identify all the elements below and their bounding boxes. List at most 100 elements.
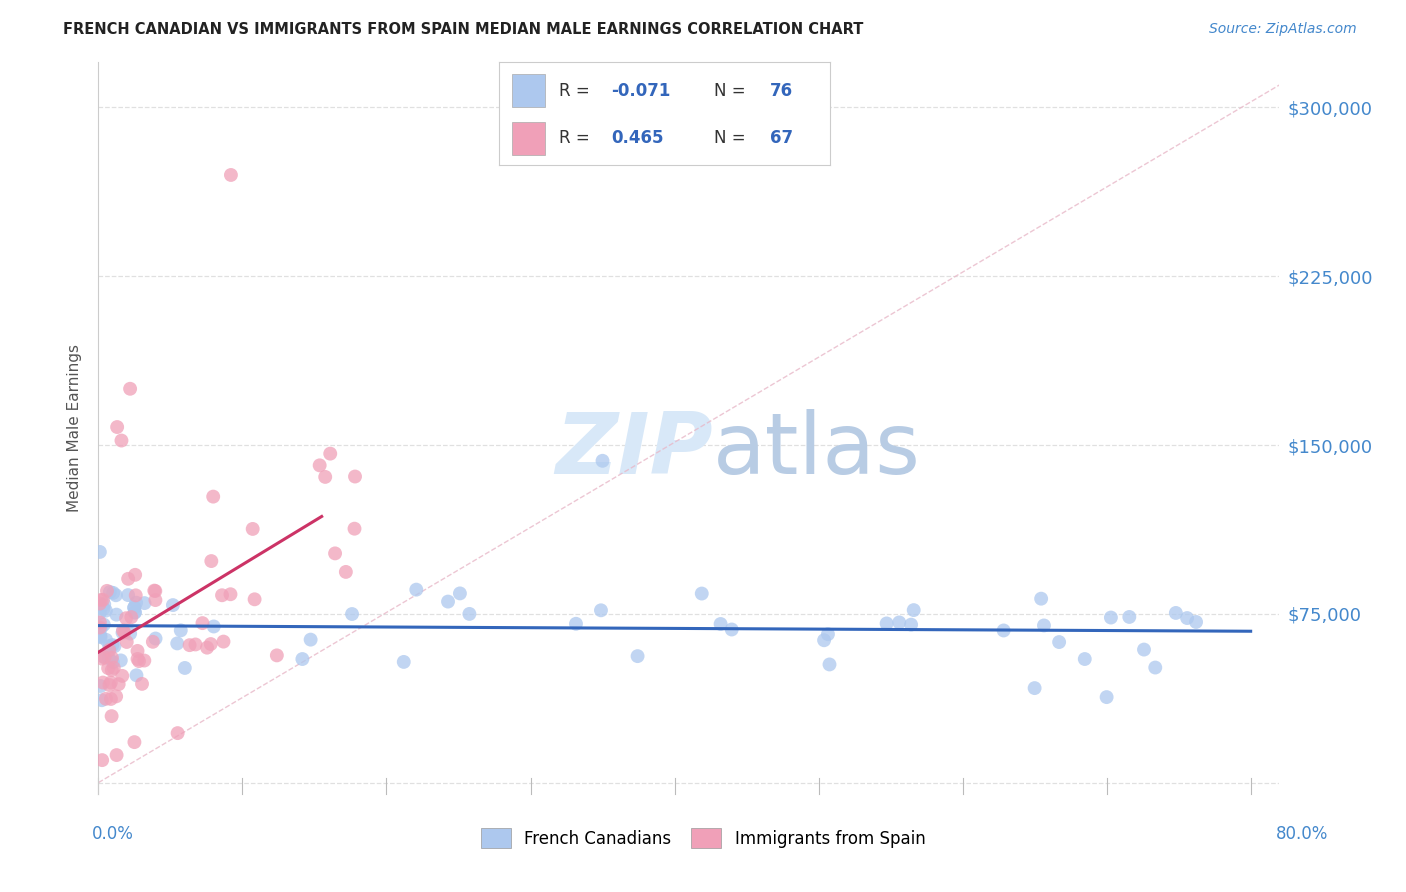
Point	[90, 679, 112, 693]
Point	[900, 617, 922, 632]
Point	[710, 617, 733, 632]
Point	[120, 382, 142, 396]
Point	[173, 661, 195, 675]
Text: FRENCH CANADIAN VS IMMIGRANTS FROM SPAIN MEDIAN MALE EARNINGS CORRELATION CHART: FRENCH CANADIAN VS IMMIGRANTS FROM SPAIN…	[63, 22, 863, 37]
Point	[131, 677, 153, 691]
Point	[143, 583, 166, 598]
Point	[120, 610, 142, 624]
Point	[89, 597, 111, 611]
Point	[96, 583, 118, 598]
Point	[340, 607, 363, 621]
Point	[200, 637, 222, 651]
Text: atlas: atlas	[713, 409, 921, 491]
Text: 67: 67	[770, 129, 793, 147]
Point	[93, 617, 115, 632]
Point	[266, 648, 288, 663]
Point	[142, 635, 165, 649]
Point	[127, 644, 149, 658]
Point	[94, 604, 117, 618]
Point	[565, 616, 588, 631]
Point	[91, 675, 114, 690]
Point	[111, 669, 134, 683]
Point	[125, 596, 148, 610]
FancyBboxPatch shape	[512, 74, 546, 106]
Point	[1099, 610, 1122, 624]
Point	[90, 630, 112, 644]
Point	[437, 594, 460, 608]
Point	[1047, 635, 1070, 649]
Point	[101, 638, 124, 652]
Text: R =: R =	[558, 82, 595, 100]
Point	[122, 600, 145, 615]
Point	[200, 554, 222, 568]
Point	[91, 592, 114, 607]
Point	[117, 588, 139, 602]
Point	[626, 649, 648, 664]
Point	[90, 593, 112, 607]
Point	[105, 748, 128, 763]
Point	[98, 639, 121, 653]
Point	[120, 626, 142, 640]
Point	[344, 469, 367, 483]
Point	[105, 420, 128, 434]
Point	[134, 654, 156, 668]
Y-axis label: Median Male Earnings: Median Male Earnings	[67, 344, 83, 512]
Point	[89, 629, 111, 643]
Point	[166, 726, 188, 740]
Point	[191, 616, 214, 631]
Point	[589, 603, 612, 617]
Point	[291, 652, 314, 666]
Point	[170, 624, 193, 638]
Point	[184, 637, 207, 651]
Point	[110, 653, 132, 667]
Point	[110, 434, 132, 448]
Point	[219, 168, 242, 182]
Point	[1033, 618, 1056, 632]
Point	[212, 634, 235, 648]
Text: R =: R =	[558, 129, 595, 147]
Point	[89, 620, 111, 634]
Point	[124, 605, 146, 619]
Point	[101, 651, 124, 665]
Point	[89, 606, 111, 620]
Point	[1095, 690, 1118, 705]
Point	[690, 586, 713, 600]
Text: ZIP: ZIP	[555, 409, 713, 491]
Point	[103, 661, 125, 675]
Point	[101, 586, 124, 600]
Point	[89, 545, 111, 559]
Point	[90, 693, 112, 707]
Point	[405, 582, 427, 597]
Point	[115, 611, 138, 625]
Point	[100, 663, 122, 677]
Text: -0.071: -0.071	[612, 82, 671, 100]
Point	[308, 458, 330, 473]
Point	[145, 593, 167, 607]
Point	[143, 584, 166, 599]
Point	[195, 640, 218, 655]
Point	[89, 629, 111, 643]
Point	[243, 592, 266, 607]
Point	[105, 690, 128, 704]
Point	[219, 587, 242, 601]
Point	[101, 655, 124, 669]
Point	[125, 588, 148, 602]
Legend: French Canadians, Immigrants from Spain: French Canadians, Immigrants from Spain	[474, 822, 932, 855]
Text: 0.465: 0.465	[612, 129, 664, 147]
Point	[93, 597, 115, 611]
Point	[314, 470, 336, 484]
Point	[98, 585, 121, 599]
Point	[1175, 611, 1198, 625]
Text: N =: N =	[714, 129, 751, 147]
Point	[93, 649, 115, 664]
Point	[124, 567, 146, 582]
Point	[1074, 652, 1097, 666]
Point	[112, 625, 135, 640]
Point	[335, 565, 357, 579]
Point	[115, 635, 138, 649]
Point	[166, 636, 188, 650]
Point	[1031, 591, 1053, 606]
Point	[125, 668, 148, 682]
Point	[100, 692, 122, 706]
Point	[91, 651, 114, 665]
